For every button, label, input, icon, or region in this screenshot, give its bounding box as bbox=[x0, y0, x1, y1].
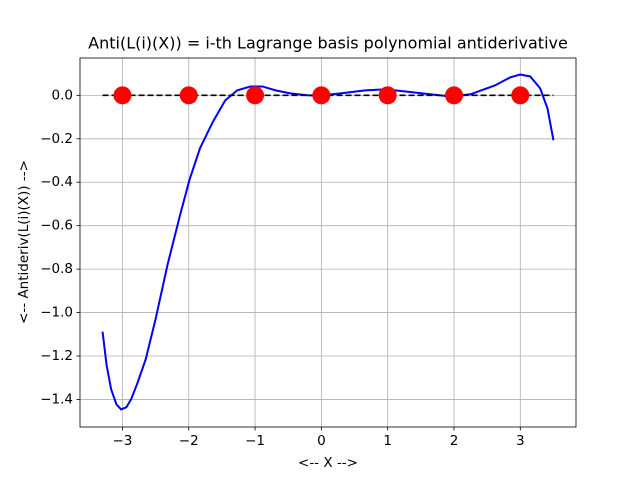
y-tick-label: 0.0 bbox=[52, 87, 73, 103]
y-tick-label: −0.4 bbox=[40, 174, 73, 190]
marker bbox=[179, 86, 198, 105]
x-tick-label: −2 bbox=[179, 433, 199, 449]
marker bbox=[113, 86, 132, 105]
marker bbox=[246, 86, 265, 105]
chart-title: Anti(L(i)(X)) = i-th Lagrange basis poly… bbox=[88, 34, 568, 53]
y-axis-label: <-- Antideriv(L(i)(X)) --> bbox=[16, 160, 32, 324]
marker bbox=[312, 86, 331, 105]
x-tick-label: −3 bbox=[112, 433, 132, 449]
x-tick-label: 0 bbox=[317, 433, 326, 449]
x-tick-label: 1 bbox=[383, 433, 392, 449]
grid bbox=[80, 58, 576, 427]
marker bbox=[378, 86, 397, 105]
x-tick-label: 3 bbox=[516, 433, 525, 449]
y-tick-label: −0.8 bbox=[40, 261, 73, 277]
y-tick-label: −1.0 bbox=[40, 305, 73, 321]
marker bbox=[444, 86, 463, 105]
y-tick-label: −1.2 bbox=[40, 348, 73, 364]
x-tick-label: −1 bbox=[245, 433, 265, 449]
y-tick-label: −1.4 bbox=[40, 391, 73, 407]
x-axis-label: <-- X --> bbox=[298, 455, 358, 471]
plot-frame bbox=[79, 57, 577, 428]
y-tick-label: −0.2 bbox=[40, 131, 73, 147]
line bbox=[101, 73, 555, 411]
x-tick-label: 2 bbox=[450, 433, 459, 449]
marker bbox=[511, 86, 530, 105]
y-tick-label: −0.6 bbox=[40, 218, 73, 234]
